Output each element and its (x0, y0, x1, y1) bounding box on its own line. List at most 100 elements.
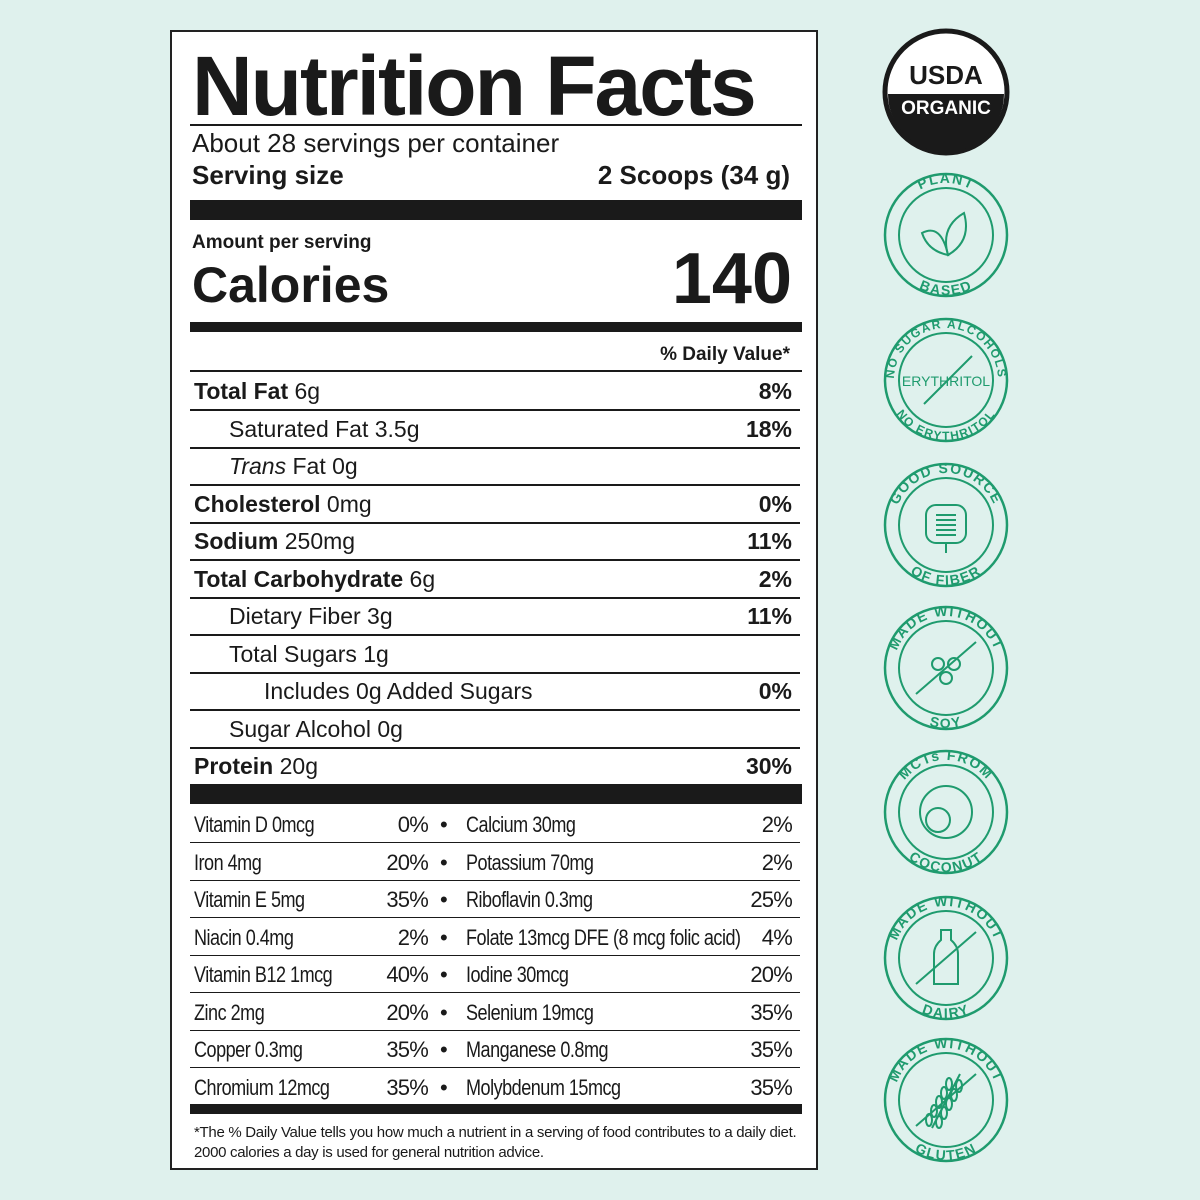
nutrient-daily-value: 30% (745, 753, 792, 779)
calories-value: 140 (671, 239, 792, 319)
nutrient-name: Sugar Alcohol 0g (229, 716, 403, 743)
nutrient-daily-value: 11% (747, 528, 792, 554)
nutrient-daily-value: 2% (758, 565, 792, 592)
nutrition-facts-label: Nutrition Facts About 28 servings per co… (170, 30, 818, 1170)
nutrient-row: Dietary Fiber 3g 11% (190, 597, 800, 636)
vitamin-row: Chromium 12mcg 35% • Molybdenum 15mcg 35% (190, 1068, 800, 1105)
badge-bottom-text: COCONUT (907, 848, 984, 875)
nutrient-daily-value: 0% (758, 490, 792, 517)
nutrient-name: Total Sugars 1g (229, 641, 389, 668)
coconut-icon (919, 785, 973, 839)
badge-bottom-text: OF FIBER (908, 562, 982, 588)
nutrient-row: Total Sugars 1g (190, 635, 800, 674)
vitamin-name-left: Vitamin B12 1mcg (194, 962, 333, 987)
vitamin-row: Iron 4mg 20% • Potassium 70mg 2% (190, 843, 800, 881)
nutrient-daily-value: 11% (747, 603, 792, 629)
vitamin-row: Niacin 0.4mg 2% • Folate 13mcg DFE (8 mcg f… (190, 918, 800, 956)
nutrient-italic-name: Trans (229, 453, 287, 479)
vitamin-row: Vitamin E 5mg 35% • Riboflavin 0.3mg 25% (190, 880, 800, 918)
vitamin-dv-left: 20% (386, 999, 428, 1025)
nutrient-row: Cholesterol 0mg 0% (190, 485, 800, 524)
badge-wheat: MADE WITHOUT GLUTEN (883, 1035, 1009, 1164)
nutrient-name: Includes 0g Added Sugars (264, 678, 533, 705)
vitamin-dv-left: 35% (386, 887, 428, 912)
strikethrough-icon: ERYTHRITOL (902, 355, 990, 405)
leaf-icon (920, 211, 967, 257)
vitamin-dv-right: 2% (761, 849, 793, 875)
svg-text:GLUTEN: GLUTEN (913, 1140, 979, 1164)
vitamin-dv-right: 35% (750, 1074, 792, 1100)
badge-bottom-text: GLUTEN (913, 1140, 978, 1164)
vitamin-row: Vitamin D 0mcg 0% • Calcium 30mg 2% (190, 805, 800, 843)
badge-top-text: MADE WITHOUT (885, 893, 1006, 943)
nutrient-bold-name: Protein (194, 753, 274, 779)
svg-text:BASED: BASED (918, 277, 975, 298)
nutrient-name: Trans Fat 0g (229, 453, 358, 480)
badge-usda-organic-seal: USDA ORGANIC (882, 28, 1010, 156)
nutrient-name: Protein 20g (194, 753, 318, 780)
bullet-separator: • (440, 962, 448, 987)
bullet-separator: • (440, 999, 448, 1025)
svg-text:GOOD SOURCE: GOOD SOURCE (886, 460, 1006, 507)
vitamin-name-right: Potassium 70mg (466, 849, 594, 875)
vitamin-dv-right: 20% (750, 962, 792, 987)
nutrient-name: Sodium 250mg (194, 528, 355, 555)
vitamin-name-left: Chromium 12mcg (194, 1074, 330, 1100)
badge-top-text: PLANT (915, 170, 976, 192)
vitamin-name-right: Molybdenum 15mcg (466, 1074, 621, 1100)
vitamin-name-left: Copper 0.3mg (194, 1037, 303, 1062)
divider (190, 370, 802, 372)
nutrient-amount: Includes 0g Added Sugars (264, 678, 533, 704)
nutrient-amount: 0mg (320, 490, 372, 517)
nutrient-amount: 6g (288, 378, 321, 404)
footnote-line-2: 2000 calories a day is used for general … (194, 1144, 544, 1161)
vitamin-dv-right: 35% (750, 1037, 792, 1062)
vitamin-row: Copper 0.3mg 35% • Manganese 0.8mg 35% (190, 1030, 800, 1068)
vitamin-name-left: Iron 4mg (194, 849, 262, 875)
badge-top-text: GOOD SOURCE (886, 460, 1004, 507)
vitamin-dv-right: 25% (750, 887, 792, 912)
nutrient-row: Total Fat 6g 8% (190, 372, 800, 411)
vitamin-name-right: Calcium 30mg (466, 812, 576, 837)
bullet-separator: • (440, 924, 448, 950)
amount-per-serving: Amount per serving (192, 232, 372, 253)
nutrient-bold-name: Cholesterol (194, 490, 321, 517)
divider (190, 124, 802, 126)
vitamin-dv-right: 2% (761, 812, 793, 837)
nutrient-amount: 250mg (278, 528, 356, 554)
badge-top-text: NO SUGAR ALCOHOLS (883, 317, 1008, 379)
nutrient-name: Cholesterol 0mg (194, 491, 372, 518)
svg-text:MADE WITHOUT: MADE WITHOUT (885, 603, 1007, 653)
nutrient-amount: 6g (403, 565, 436, 592)
soybean-icon (915, 641, 977, 695)
nutrient-daily-value: 18% (745, 415, 792, 442)
nutrient-amount: Fat 0g (286, 453, 358, 479)
badge-bottom-text: NO ERYTHRITOL (894, 407, 997, 443)
vitamin-dv-right: 35% (750, 999, 792, 1025)
nutrient-name: Total Fat 6g (194, 378, 320, 405)
vitamin-name-right: Riboflavin 0.3mg (466, 887, 593, 912)
svg-text:NO SUGAR ALCOHOLS: NO SUGAR ALCOHOLS (883, 317, 1009, 379)
bullet-separator: • (440, 812, 448, 837)
svg-text:MADE WITHOUT: MADE WITHOUT (885, 1035, 1007, 1085)
nutrient-amount: Dietary Fiber 3g (229, 603, 393, 629)
vitamin-name-right: Iodine 30mcg (466, 962, 569, 987)
vitamin-dv-right: 4% (761, 924, 793, 950)
nutrient-amount: Sugar Alcohol 0g (229, 715, 403, 742)
nutrient-amount: Total Sugars 1g (229, 640, 389, 667)
nutrient-bold-name: Total Fat (194, 378, 289, 404)
vitamin-dv-left: 35% (386, 1074, 428, 1100)
wheat-icon (915, 1073, 977, 1129)
medium-divider (190, 322, 802, 332)
badge-intestine: GOOD SOURCE OF FIBER (883, 460, 1009, 588)
calories-label: Calories (192, 257, 390, 313)
vitamin-name-right: Manganese 0.8mg (466, 1037, 609, 1062)
badge-soybean: MADE WITHOUT SOY (883, 603, 1009, 731)
nutrient-row: Includes 0g Added Sugars 0% (190, 672, 800, 711)
svg-text:COCONUT: COCONUT (907, 848, 986, 875)
nutrient-name: Total Carbohydrate 6g (194, 566, 435, 593)
nutrient-amount: Saturated Fat 3.5g (229, 415, 420, 442)
serving-size-value: 2 Scoops (34 g) (597, 160, 790, 190)
